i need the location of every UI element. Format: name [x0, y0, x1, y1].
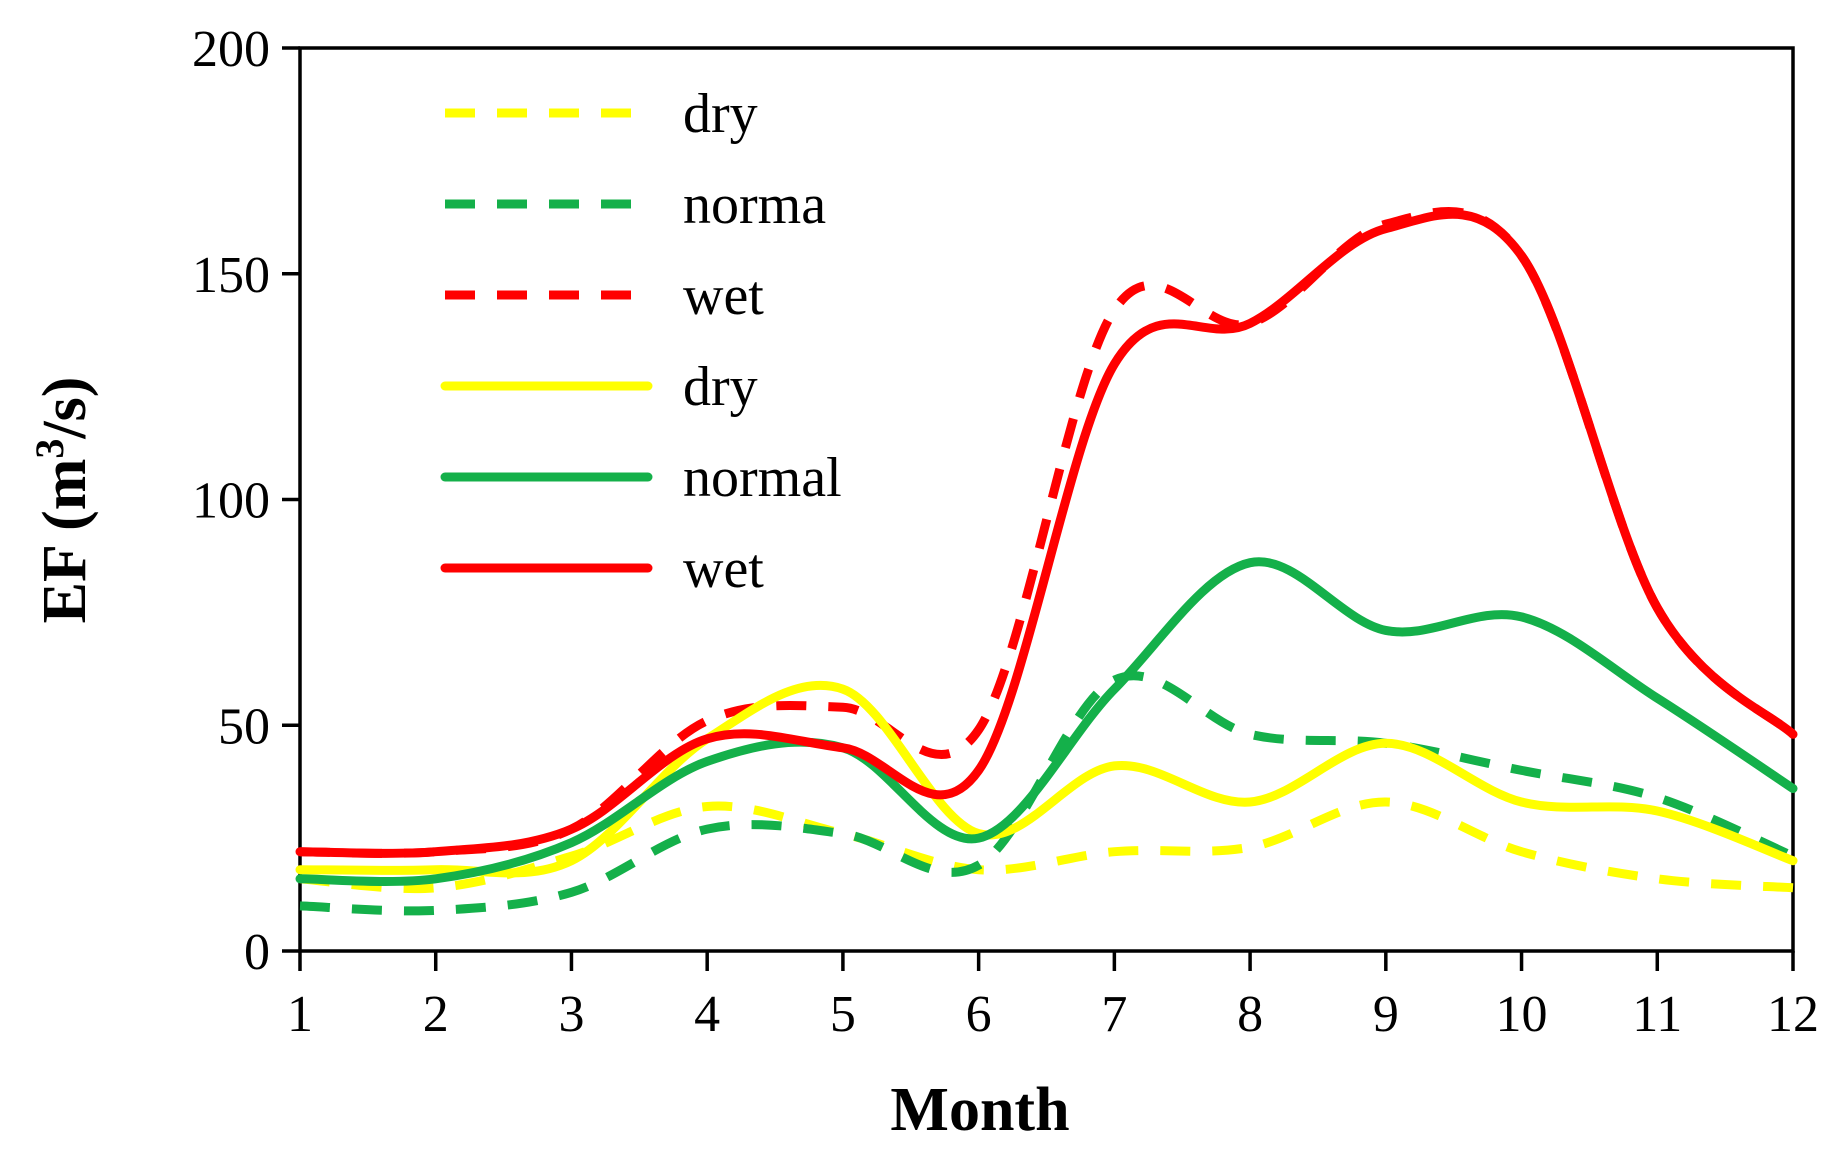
x-tick-label: 6	[966, 986, 992, 1043]
y-axis-title-sup: 3	[27, 439, 72, 459]
series-line-dashed-norma	[299, 671, 1795, 916]
y-axis-title-tail: /s)	[31, 377, 99, 440]
x-tick-label: 8	[1237, 986, 1263, 1043]
y-tick-label: 0	[244, 924, 270, 981]
x-tick-label: 7	[1101, 986, 1127, 1043]
legend-label: wet	[683, 265, 764, 327]
x-tick-label: 11	[1632, 986, 1682, 1043]
legend: dry norma wet dry normal wet	[440, 83, 842, 600]
y-axis-title: EF (m3/s)	[27, 377, 99, 624]
plot-area-border	[298, 46, 1795, 953]
series-line-dashed-wet	[299, 207, 1797, 858]
x-tick-label: 1	[287, 986, 313, 1043]
y-tick-label: 150	[192, 247, 270, 304]
series-layer	[295, 207, 1798, 916]
series-line-solid-dry	[295, 680, 1798, 878]
y-axis-title-main: EF (m	[31, 459, 99, 624]
x-tick-label: 3	[558, 986, 584, 1043]
x-tick-label: 5	[830, 986, 856, 1043]
x-tick-label: 10	[1496, 986, 1548, 1043]
x-tick-label: 9	[1373, 986, 1399, 1043]
legend-label: dry	[683, 83, 758, 145]
x-axis-title: Month	[890, 1076, 1069, 1144]
legend-label: dry	[683, 356, 758, 418]
legend-label: wet	[683, 538, 764, 600]
x-tick-label: 12	[1767, 986, 1819, 1043]
legend-label: normal	[683, 447, 842, 509]
series-line-dashed-dry	[299, 797, 1794, 894]
x-tick-label: 4	[694, 986, 720, 1043]
y-tick-label: 200	[192, 21, 270, 78]
series-line-solid-normal	[295, 557, 1798, 886]
x-tick-label: 2	[423, 986, 449, 1043]
series-line-solid-wet	[295, 209, 1798, 858]
y-tick-label: 100	[192, 473, 270, 530]
legend-label: norma	[683, 174, 826, 236]
y-tick-label: 50	[218, 698, 270, 755]
plot-frame	[298, 46, 1795, 953]
